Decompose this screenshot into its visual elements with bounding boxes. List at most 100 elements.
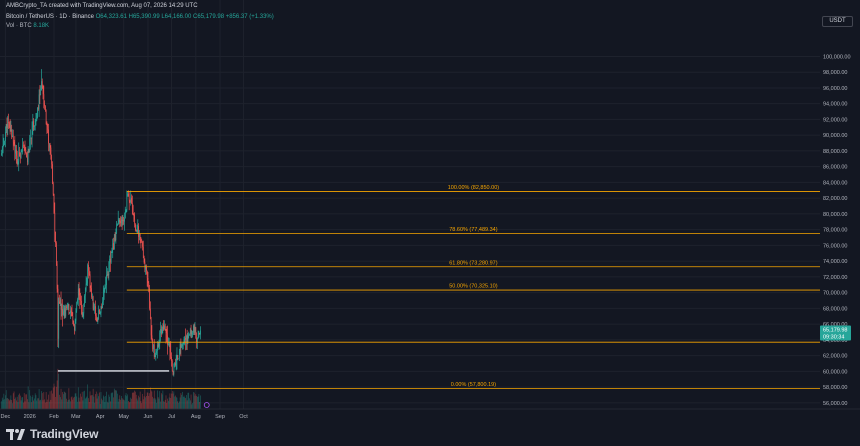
candle-body — [34, 126, 35, 128]
volume-bar — [33, 400, 34, 409]
volume-bar — [164, 401, 165, 409]
volume-bar — [169, 393, 171, 409]
volume-bar — [142, 393, 143, 409]
volume-bar — [147, 392, 149, 409]
candle-body — [46, 123, 48, 127]
volume-bar — [10, 395, 12, 409]
candle-body — [174, 362, 176, 366]
price-chart[interactable]: 100.00% (82,850.00) 78.60% (77,489.34) 61.… — [0, 0, 860, 423]
volume-bar — [159, 391, 161, 409]
candle-body — [81, 307, 83, 317]
volume-bar — [155, 399, 157, 409]
candle-body — [34, 120, 36, 127]
volume-bar — [163, 401, 164, 409]
candle-body — [145, 266, 147, 270]
volume-bar — [102, 395, 104, 409]
volume-bar — [46, 402, 48, 409]
volume-bar — [70, 397, 72, 409]
candle-body — [45, 110, 47, 124]
candle-body — [121, 219, 123, 221]
candle-body — [154, 355, 156, 357]
volume-bar — [192, 403, 193, 409]
candle-body — [139, 233, 140, 237]
volume-bar — [102, 400, 103, 409]
volume-bar — [63, 394, 64, 409]
candle-body — [179, 353, 180, 359]
volume-bar — [99, 392, 100, 409]
candle-body — [1, 147, 3, 154]
volume-bar — [95, 394, 96, 409]
volume-bar — [78, 397, 80, 409]
volume-bar — [87, 384, 89, 409]
time-axis[interactable]: Dec 2026 Feb Mar Apr May Jun Jul Aug Sep Oct — [0, 402, 860, 424]
candle-body — [108, 263, 110, 276]
candle-body — [151, 335, 153, 340]
fib-level-label: 50.00% (70,325.10) — [449, 284, 497, 290]
tradingview-logo[interactable]: TradingView — [6, 427, 98, 441]
candle-body — [181, 346, 183, 348]
volume-bar — [99, 404, 101, 409]
price-tick-label: 72,000.00 — [823, 275, 847, 281]
volume-bar — [181, 394, 183, 409]
volume-bar — [36, 400, 38, 409]
time-tick-label: Oct — [239, 414, 248, 420]
candle-body — [61, 309, 63, 310]
volume-bar — [86, 396, 88, 409]
volume-label[interactable]: Vol · BTC — [6, 23, 32, 29]
volume-bar — [134, 390, 136, 409]
candle-body — [190, 329, 192, 335]
volume-bar — [115, 390, 117, 409]
candle-body — [44, 103, 45, 107]
volume-bar — [44, 399, 45, 409]
volume-bar — [30, 395, 31, 409]
price-tick-label: 58,000.00 — [823, 385, 847, 391]
candle-body — [150, 308, 151, 319]
candle-body — [35, 120, 37, 122]
candle-body — [120, 220, 121, 224]
volume-bar — [19, 393, 20, 409]
candle-body — [26, 152, 27, 158]
candle-body — [112, 243, 114, 251]
drawing-lines[interactable]: 100.00% (82,850.00) 78.60% (77,489.34) 61.… — [57, 185, 820, 390]
volume-bar — [150, 390, 152, 409]
volume-bar — [101, 398, 103, 409]
volume-bar — [17, 402, 19, 409]
candle-body — [64, 308, 66, 317]
volume-bar — [53, 383, 55, 409]
candle-body — [113, 243, 114, 250]
volume-bar — [189, 400, 191, 409]
volume-bar — [23, 393, 25, 409]
volume-bar — [100, 392, 102, 409]
candle-body — [197, 338, 198, 343]
candle-body — [86, 280, 88, 284]
event-marker-icon — [203, 402, 210, 408]
volume-bar — [186, 400, 188, 409]
candle-body — [155, 353, 157, 356]
candle-body — [68, 304, 70, 314]
volume-bar — [92, 388, 94, 409]
candle-body — [176, 355, 178, 361]
candle-body — [158, 343, 160, 347]
candle-body — [5, 131, 6, 142]
candle-body — [157, 345, 159, 347]
volume-bar — [167, 400, 169, 409]
price-tick-label: 62,000.00 — [823, 354, 847, 360]
candle-body — [30, 137, 31, 139]
candle-body — [80, 298, 82, 301]
candle-body — [184, 338, 186, 340]
candle-body — [41, 81, 43, 87]
volume-bar — [154, 398, 156, 409]
price-axis[interactable]: 100,000.00 98,000.00 96,000.00 94,000.00 92,… — [820, 0, 860, 423]
symbol-name[interactable]: Bitcoin / TetherUS · 1D · Binance — [6, 14, 94, 20]
candle-body — [76, 302, 78, 311]
candle-body — [128, 196, 130, 201]
volume-bar — [5, 390, 7, 409]
candle-body — [170, 352, 172, 357]
candle-body — [160, 328, 162, 335]
volume-bar — [113, 397, 114, 409]
candle-body — [172, 371, 174, 375]
candle-body — [153, 344, 155, 357]
currency-unit-button[interactable]: USDT — [822, 16, 853, 27]
candle-body — [157, 345, 158, 351]
candle-body — [162, 324, 164, 330]
